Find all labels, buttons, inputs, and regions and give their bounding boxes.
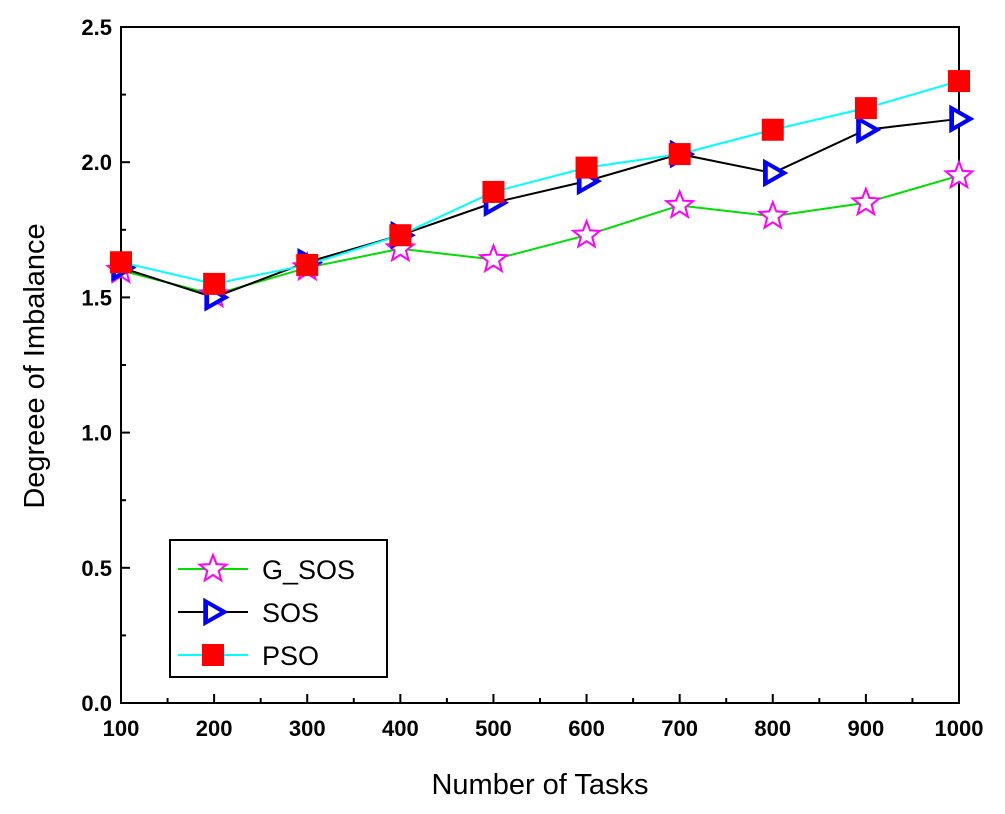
- marker-pso-legend: [202, 644, 224, 666]
- legend-item-pso: PSO: [178, 641, 319, 671]
- y-tick-label: 2.0: [81, 150, 112, 175]
- x-tick-label: 900: [848, 716, 885, 741]
- series-g-sos: [105, 158, 975, 309]
- marker-g-sos: [756, 199, 789, 230]
- marker-sos-highlight: [860, 122, 873, 137]
- marker-pso: [854, 97, 877, 120]
- series-sos: [111, 104, 975, 312]
- legend-label: PSO: [262, 641, 319, 671]
- marker-pso: [482, 180, 505, 203]
- legend-label: G_SOS: [262, 555, 355, 585]
- x-tick-label: 800: [754, 716, 791, 741]
- marker-pso: [948, 70, 970, 93]
- y-tick-label: 1.0: [81, 421, 112, 446]
- marker-g-sos: [849, 185, 882, 217]
- legend-item-sos: SOS: [178, 597, 319, 628]
- y-tick-label: 2.5: [81, 15, 112, 40]
- y-axis: 0.0 0.5 1.0 1.5 2.0 2.5: [81, 15, 130, 716]
- x-tick-label: 500: [475, 716, 512, 741]
- x-tick-label: 400: [382, 716, 419, 741]
- marker-g-sos: [570, 218, 603, 249]
- x-tick-label: 600: [568, 716, 605, 741]
- y-tick-label: 0.0: [81, 691, 112, 716]
- y-axis-title: Degreee of Imbalance: [19, 223, 51, 508]
- x-tick-label: 100: [103, 716, 140, 741]
- series-pso: [110, 70, 970, 295]
- marker-g-sos: [943, 158, 975, 190]
- marker-sos-highlight: [954, 111, 966, 126]
- x-tick-label: 700: [661, 716, 698, 741]
- marker-pso: [110, 251, 132, 274]
- marker-sos-highlight: [767, 166, 780, 181]
- marker-pso: [203, 272, 226, 295]
- series-line-sos: [120, 117, 960, 299]
- marker-pso: [296, 253, 319, 276]
- marker-pso: [389, 224, 412, 247]
- x-tick-label: 200: [196, 716, 233, 741]
- x-axis-title: Number of Tasks: [431, 769, 648, 801]
- y-tick-label: 1.5: [81, 285, 112, 310]
- series-line-g-sos: [120, 174, 960, 296]
- x-tick-label: 1000: [935, 716, 984, 741]
- marker-pso: [575, 156, 598, 179]
- marker-g-sos: [477, 242, 510, 274]
- x-axis: 100 200 300 400 500 600 700 800 900 1000: [103, 694, 984, 741]
- series-line-pso: [120, 80, 960, 285]
- legend: G_SOS SOS PSO: [169, 539, 388, 678]
- y-tick-label: 0.5: [81, 556, 112, 581]
- marker-g-sos-legend: [197, 552, 229, 583]
- series-layer: [105, 70, 975, 312]
- marker-sos-legend-highlight: [208, 605, 220, 619]
- marker-g-sos: [663, 188, 696, 220]
- legend-item-g-sos: G_SOS: [178, 552, 355, 585]
- marker-pso: [761, 118, 784, 141]
- legend-label: SOS: [262, 598, 319, 628]
- x-tick-label: 300: [289, 716, 326, 741]
- marker-pso: [668, 143, 691, 166]
